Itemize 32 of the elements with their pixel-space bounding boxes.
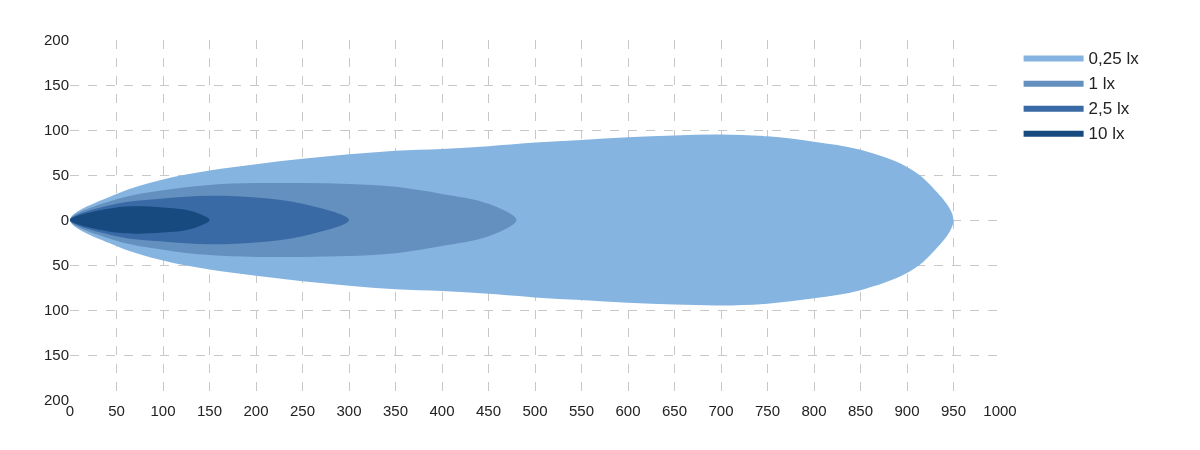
x-tick-label: 600 — [615, 402, 641, 419]
x-tick-label: 350 — [382, 402, 409, 419]
x-tick-label: 900 — [894, 402, 920, 419]
x-tick-label: 550 — [568, 402, 595, 419]
x-tick-label: 1000 — [983, 402, 1017, 419]
legend-label: 0,25 lx — [1088, 49, 1140, 69]
x-tick-label: 750 — [754, 402, 781, 419]
x-tick-label: 500 — [522, 402, 548, 419]
x-tick-label: 650 — [661, 402, 688, 419]
x-tick-label: 400 — [429, 402, 455, 419]
x-tick-label: 250 — [289, 402, 316, 419]
legend-label: 2,5 lx — [1088, 99, 1130, 119]
x-tick-label: 700 — [708, 402, 734, 419]
x-tick-label: 950 — [940, 402, 967, 419]
y-tick-label: 100 — [43, 121, 69, 139]
y-tick-label: 100 — [43, 301, 69, 319]
y-tick-label: 150 — [43, 76, 69, 94]
legend-label: 10 lx — [1088, 124, 1126, 144]
y-tick-label: 0 — [60, 211, 69, 229]
legend-label: 1 lx — [1088, 74, 1116, 94]
y-tick-label: 150 — [43, 346, 69, 364]
x-tick-label: 100 — [150, 402, 176, 419]
x-tick-label: 150 — [196, 402, 223, 419]
x-tick-label: 300 — [336, 402, 362, 419]
x-tick-label: 200 — [243, 402, 269, 419]
x-tick-label: 850 — [847, 402, 874, 419]
y-tick-label: 200 — [43, 31, 69, 49]
y-tick-label: 50 — [52, 166, 69, 184]
x-tick-label: 450 — [475, 402, 502, 419]
y-tick-label: 50 — [52, 256, 69, 274]
x-tick-label: 50 — [108, 402, 125, 419]
x-tick-label: 800 — [801, 402, 827, 419]
